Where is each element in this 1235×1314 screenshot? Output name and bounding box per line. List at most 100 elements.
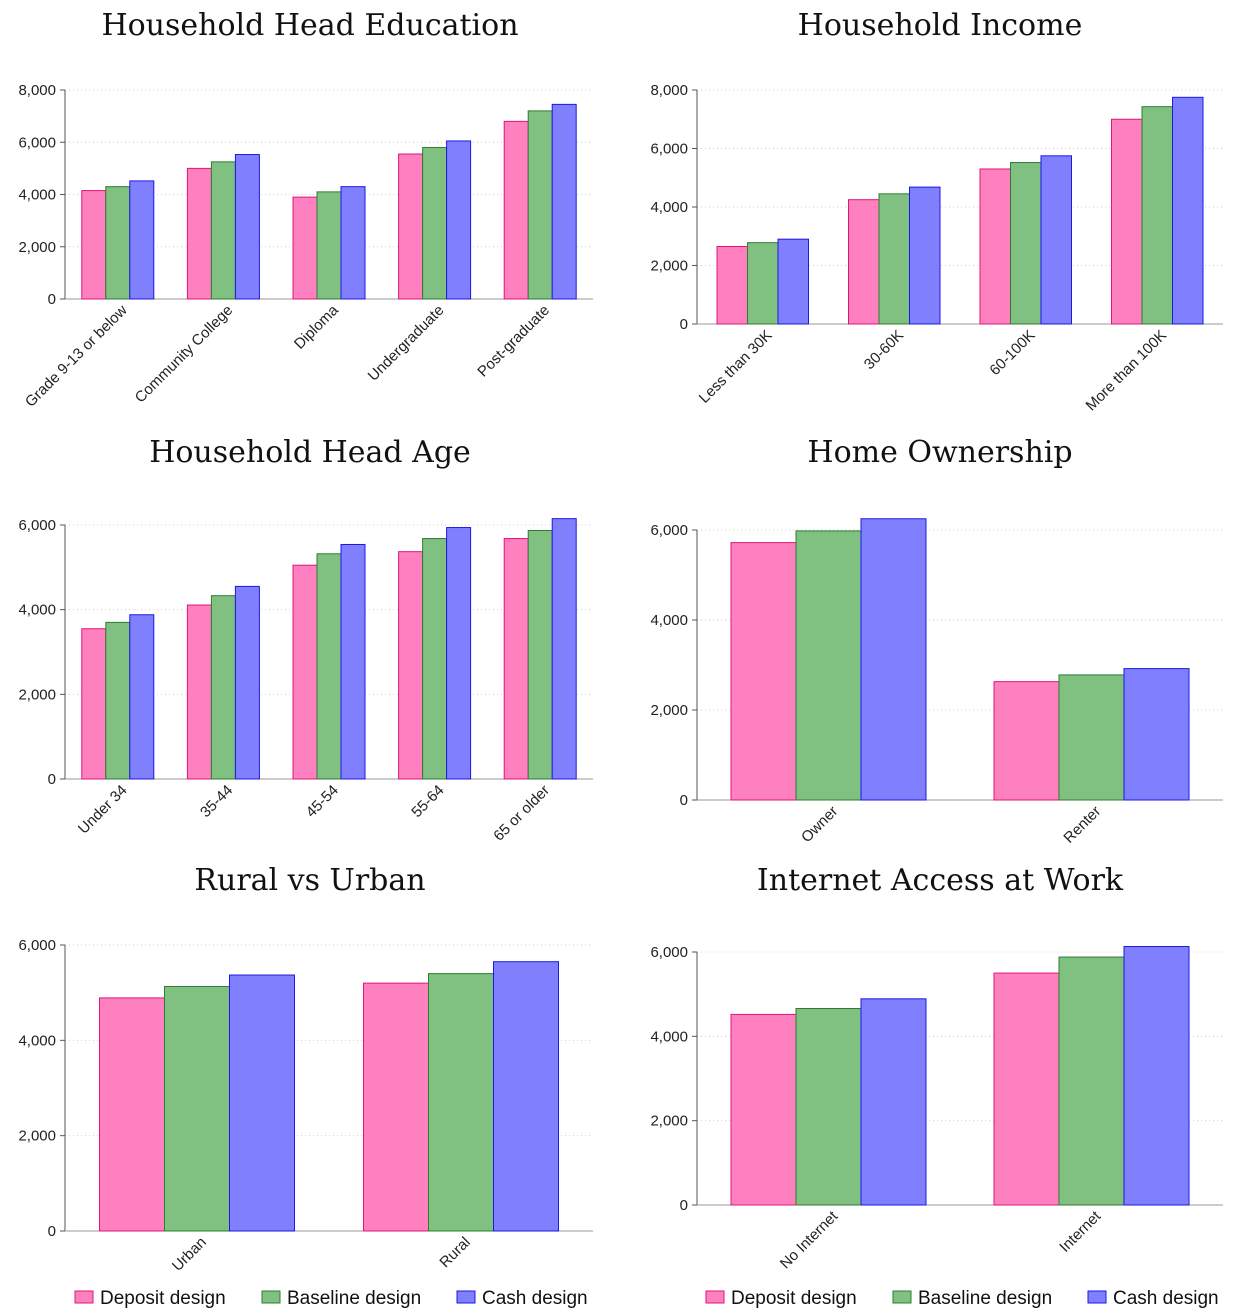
legend-label: Cash design <box>1113 1288 1219 1309</box>
bar-cash-design <box>234 154 260 300</box>
x-tick-label: Rural <box>436 1234 473 1271</box>
bar-deposit-design <box>979 168 1011 325</box>
bar-deposit-design <box>730 1013 797 1206</box>
y-tick-label: 6,000 <box>18 517 56 534</box>
x-tick-label: Community College <box>132 302 237 407</box>
bar-deposit-design <box>993 972 1060 1206</box>
y-tick-label: 2,000 <box>18 686 56 703</box>
bar-baseline-design <box>316 553 342 780</box>
y-tick-label: 2,000 <box>650 258 688 275</box>
bar-deposit-design <box>730 542 797 801</box>
x-tick-label: Diploma <box>291 301 342 352</box>
chart-title: Household Income <box>798 8 1083 43</box>
bar-deposit-design <box>716 245 748 325</box>
bar-baseline-design <box>795 530 862 801</box>
legend-label: Cash design <box>482 1288 588 1309</box>
bar-cash-design <box>129 180 155 300</box>
bar-cash-design <box>446 140 472 300</box>
y-tick-label: 0 <box>48 1223 56 1240</box>
y-tick-label: 4,000 <box>18 1032 56 1049</box>
bar-cash-design <box>1172 96 1204 325</box>
legend-swatch <box>261 1290 281 1304</box>
bar-baseline-design <box>1058 956 1125 1206</box>
y-tick-label: 0 <box>680 792 688 809</box>
bar-deposit-design <box>363 982 429 1232</box>
x-tick-label: Urban <box>169 1234 210 1275</box>
bar-baseline-design <box>210 595 236 780</box>
x-tick-label: No Internet <box>777 1207 842 1272</box>
y-tick-label: 6,000 <box>650 522 688 539</box>
x-tick-label: Under 34 <box>75 782 131 838</box>
chart-panel-5: Rural vs Urban 0 2,000 4,000 6,000 Urban Rural <box>18 863 593 1275</box>
x-tick-label: 35-44 <box>197 782 236 821</box>
bar-baseline-design <box>527 530 553 780</box>
bar-deposit-design <box>186 604 212 780</box>
y-tick-label: 4,000 <box>650 199 688 216</box>
chart-panel-1: Household Head Education 0 2,000 4,000 6,000… <box>18 8 593 411</box>
chart-panel-3: Household Head Age 0 2,000 4,000 6,000 Under … <box>18 435 593 845</box>
chart-panel-6: Internet Access at Work 0 2,000 4,000 6,000 N… <box>650 863 1223 1272</box>
bar-deposit-design <box>292 564 318 780</box>
legend-label: Deposit design <box>731 1288 857 1309</box>
bar-cash-design <box>860 998 927 1206</box>
x-tick-label: Grade 9-13 or below <box>22 302 131 411</box>
x-tick-label: Renter <box>1060 803 1104 847</box>
x-tick-label: More than 100K <box>1083 327 1171 415</box>
bar-baseline-design <box>747 242 779 325</box>
bar-deposit-design <box>1111 118 1143 325</box>
y-tick-label: 6,000 <box>18 937 56 954</box>
legend-label: Baseline design <box>287 1288 421 1309</box>
bar-cash-design <box>129 614 155 780</box>
bar-baseline-design <box>105 621 131 780</box>
x-tick-label: 30-60K <box>861 327 907 373</box>
bar-baseline-design <box>316 191 342 300</box>
legend-swatch <box>456 1290 476 1304</box>
x-tick-label: Owner <box>798 803 841 846</box>
bar-cash-design <box>229 974 295 1232</box>
legend-label: Baseline design <box>918 1288 1052 1309</box>
bar-deposit-design <box>99 997 165 1232</box>
y-tick-label: 8,000 <box>650 82 688 99</box>
bar-deposit-design <box>503 120 529 300</box>
bar-cash-design <box>340 543 366 780</box>
bar-baseline-design <box>164 985 230 1232</box>
legend-swatch <box>892 1290 912 1304</box>
bar-cash-design <box>1123 668 1190 801</box>
bar-deposit-design <box>292 196 318 300</box>
chart-title: Internet Access at Work <box>757 863 1124 898</box>
bar-deposit-design <box>398 551 424 780</box>
bar-cash-design <box>234 585 260 780</box>
bar-cash-design <box>446 527 472 780</box>
legend-swatch <box>74 1290 94 1304</box>
y-tick-label: 6,000 <box>650 141 688 158</box>
bar-deposit-design <box>398 153 424 300</box>
bar-baseline-design <box>428 973 494 1232</box>
chart-title: Rural vs Urban <box>194 863 425 898</box>
bar-baseline-design <box>105 186 131 300</box>
x-tick-label: Internet <box>1056 1207 1105 1256</box>
bar-cash-design <box>1123 946 1190 1206</box>
bar-deposit-design <box>186 167 212 300</box>
legend-label: Deposit design <box>100 1288 226 1309</box>
y-tick-label: 6,000 <box>650 944 688 961</box>
legend-left: Deposit design Baseline design Cash design <box>74 1288 588 1309</box>
x-tick-label: Post-graduate <box>474 302 553 381</box>
bar-deposit-design <box>993 681 1060 801</box>
bar-baseline-design <box>422 146 448 300</box>
y-tick-label: 8,000 <box>18 82 56 99</box>
x-tick-label: 60-100K <box>986 327 1038 379</box>
y-tick-label: 2,000 <box>650 702 688 719</box>
bar-baseline-design <box>1141 106 1173 325</box>
y-tick-label: 0 <box>48 771 56 788</box>
y-tick-label: 6,000 <box>18 134 56 151</box>
y-tick-label: 0 <box>680 1197 688 1214</box>
bar-baseline-design <box>1058 674 1125 801</box>
y-tick-label: 2,000 <box>18 239 56 256</box>
y-tick-label: 4,000 <box>18 602 56 619</box>
bar-cash-design <box>1040 155 1072 325</box>
y-tick-label: 4,000 <box>650 1028 688 1045</box>
bar-baseline-design <box>422 538 448 780</box>
x-tick-label: 65 or older <box>490 782 553 845</box>
y-tick-label: 4,000 <box>18 187 56 204</box>
